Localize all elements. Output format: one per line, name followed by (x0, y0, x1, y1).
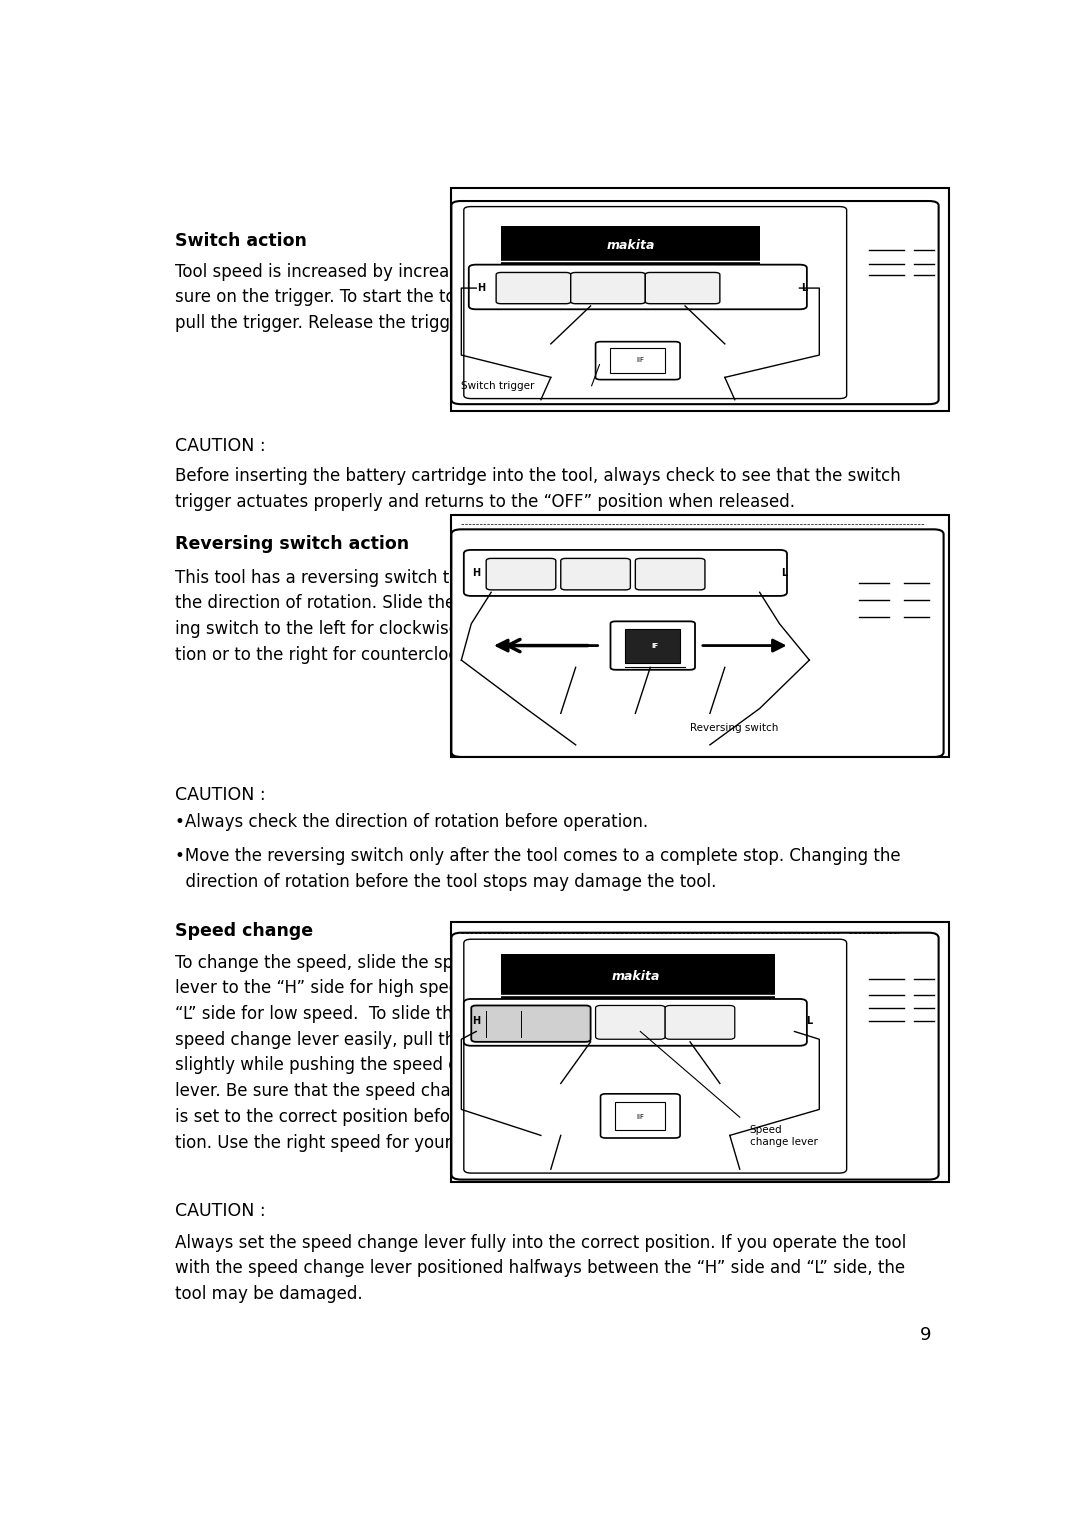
Text: Reversing switch action: Reversing switch action (175, 535, 409, 554)
Bar (451, 187, 948, 411)
Text: CAUTION :: CAUTION : (175, 785, 266, 804)
Text: CAUTION :: CAUTION : (175, 1201, 266, 1220)
Text: Speed change: Speed change (175, 922, 313, 940)
Text: Switch action: Switch action (175, 232, 307, 250)
Text: Always set the speed change lever fully into the correct position. If you operat: Always set the speed change lever fully … (175, 1233, 906, 1302)
Text: Tool speed is increased by increasing pres-
sure on the trigger. To start the to: Tool speed is increased by increasing pr… (175, 262, 536, 331)
Text: •Always check the direction of rotation before operation.: •Always check the direction of rotation … (175, 813, 648, 831)
Text: Before inserting the battery cartridge into the tool, always check to see that t: Before inserting the battery cartridge i… (175, 466, 901, 511)
Text: CAUTION :: CAUTION : (175, 437, 266, 456)
Bar (451, 515, 948, 756)
Text: To change the speed, slide the speed change
lever to the “H” side for high speed: To change the speed, slide the speed cha… (175, 954, 551, 1152)
Text: •Move the reversing switch only after the tool comes to a complete stop. Changin: •Move the reversing switch only after th… (175, 847, 901, 891)
Text: 9: 9 (920, 1325, 932, 1344)
Bar (451, 922, 948, 1183)
Text: This tool has a reversing switch to change
the direction of rotation. Slide the : This tool has a reversing switch to chan… (175, 569, 526, 664)
